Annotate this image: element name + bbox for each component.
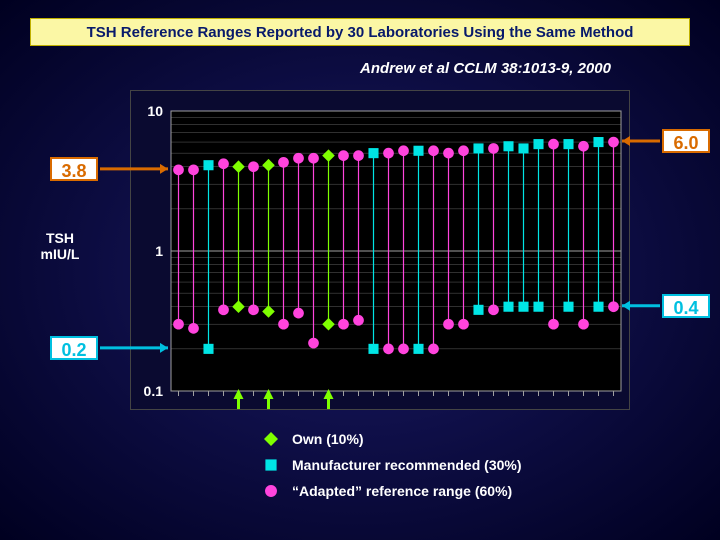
legend-item-adapted: “Adapted” reference range (60%) bbox=[260, 482, 522, 500]
legend-swatch-adapted bbox=[260, 482, 282, 500]
legend-swatch-manufacturer bbox=[260, 456, 282, 474]
legend-item-manufacturer: Manufacturer recommended (30%) bbox=[260, 456, 522, 474]
legend-item-own: Own (10%) bbox=[260, 430, 522, 448]
title-banner: TSH Reference Ranges Reported by 30 Labo… bbox=[30, 18, 690, 46]
legend-swatch-own bbox=[260, 430, 282, 448]
slide-root: TSH Reference Ranges Reported by 30 Labo… bbox=[0, 0, 720, 540]
chart-area: 0.1 1 10 bbox=[130, 90, 630, 410]
legend-label: Manufacturer recommended (30%) bbox=[292, 457, 522, 473]
svg-text:1: 1 bbox=[155, 243, 163, 259]
svg-text:0.1: 0.1 bbox=[144, 383, 164, 399]
citation: Andrew et al CCLM 38:1013-9, 2000 bbox=[360, 60, 611, 77]
callout-0.4: 0.4 bbox=[662, 294, 710, 318]
legend-label: “Adapted” reference range (60%) bbox=[292, 483, 512, 499]
y-axis-label: TSHmIU/L bbox=[20, 230, 100, 262]
svg-text:10: 10 bbox=[147, 103, 163, 119]
callout-0.2: 0.2 bbox=[50, 336, 98, 360]
legend: Own (10%) Manufacturer recommended (30%) “… bbox=[260, 430, 522, 508]
chart-svg: 0.1 1 10 bbox=[131, 91, 631, 411]
callout-6.0: 6.0 bbox=[662, 129, 710, 153]
legend-label: Own (10%) bbox=[292, 431, 364, 447]
callout-3.8: 3.8 bbox=[50, 157, 98, 181]
title-text: TSH Reference Ranges Reported by 30 Labo… bbox=[87, 24, 634, 41]
